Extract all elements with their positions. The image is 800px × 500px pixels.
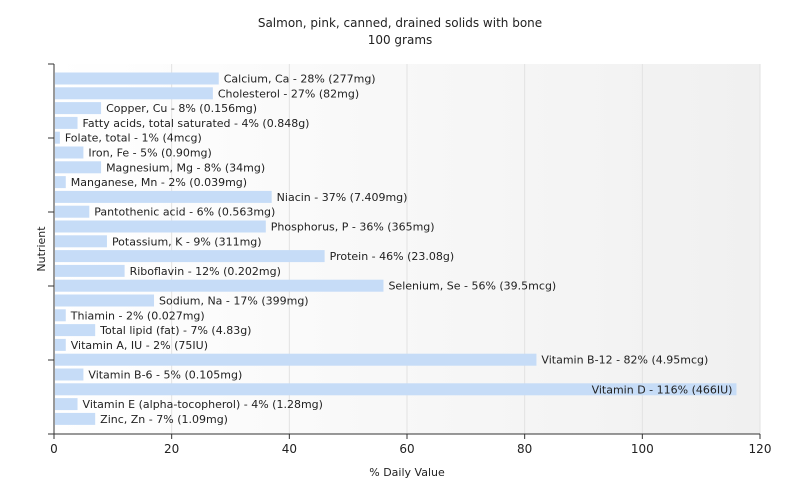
bar (55, 264, 125, 277)
bar-label: Zinc, Zn - 7% (1.09mg) (100, 413, 228, 426)
bar-label: Magnesium, Mg - 8% (34mg) (106, 161, 265, 174)
bar-label: Manganese, Mn - 2% (0.039mg) (71, 176, 247, 189)
y-axis-title: Nutrient (35, 226, 48, 272)
bar (55, 368, 84, 381)
bar (55, 116, 78, 129)
bar-label: Protein - 46% (23.08g) (330, 250, 455, 263)
bar-label: Vitamin B-12 - 82% (4.95mcg) (541, 354, 708, 367)
x-tick-label: 60 (399, 442, 414, 456)
bar (55, 205, 90, 218)
bar (55, 279, 384, 292)
bar-label: Fatty acids, total saturated - 4% (0.848… (83, 117, 310, 130)
bar-label: Sodium, Na - 17% (399mg) (159, 295, 309, 308)
x-tick-label: 80 (517, 442, 532, 456)
bar-label: Vitamin D - 116% (466IU) (592, 383, 733, 396)
bar (55, 131, 60, 144)
bar-label: Vitamin B-6 - 5% (0.105mg) (88, 369, 242, 382)
bar-label: Copper, Cu - 8% (0.156mg) (106, 102, 257, 115)
bar (55, 353, 537, 366)
x-tick-label: 20 (164, 442, 179, 456)
bar (55, 220, 266, 233)
bar-label: Selenium, Se - 56% (39.5mcg) (388, 280, 556, 293)
bar-label: Total lipid (fat) - 7% (4.83g) (99, 324, 251, 337)
bar (55, 176, 66, 189)
bar (55, 412, 96, 425)
bar (55, 161, 102, 174)
y-ticks (48, 63, 54, 435)
bar-label: Potassium, K - 9% (311mg) (112, 235, 262, 248)
bar (55, 324, 96, 337)
x-ticks: 0 20 40 60 80 100 120 (50, 434, 771, 456)
bar (55, 294, 155, 307)
bar-label: Calcium, Ca - 28% (277mg) (224, 73, 376, 86)
bar (55, 398, 78, 411)
x-tick-label: 100 (631, 442, 654, 456)
bar (55, 235, 107, 248)
bar-label: Iron, Fe - 5% (0.90mg) (88, 147, 211, 160)
chart-subtitle: 100 grams (368, 33, 433, 47)
bar (55, 72, 219, 85)
bar-label: Riboflavin - 12% (0.202mg) (130, 265, 281, 278)
bar (55, 338, 66, 351)
bar-labels: Calcium, Ca - 28% (277mg)Cholesterol - 2… (65, 73, 733, 426)
bar-label: Niacin - 37% (7.409mg) (277, 191, 408, 204)
bar-label: Vitamin E (alpha-tocopherol) - 4% (1.28m… (83, 398, 323, 411)
grid-lines (171, 64, 761, 434)
bar-label: Folate, total - 1% (4mcg) (65, 132, 202, 145)
bar-label: Cholesterol - 27% (82mg) (218, 87, 359, 100)
bar (55, 146, 84, 159)
bar-label: Vitamin A, IU - 2% (75IU) (71, 339, 208, 352)
bar-label: Thiamin - 2% (0.027mg) (70, 309, 205, 322)
bar (55, 87, 213, 100)
bar (55, 102, 102, 115)
bar (55, 250, 325, 263)
bar-label: Phosphorus, P - 36% (365mg) (271, 221, 435, 234)
x-tick-label: 0 (50, 442, 58, 456)
chart-title: Salmon, pink, canned, drained solids wit… (258, 16, 542, 30)
bar (55, 309, 66, 322)
bar (55, 383, 737, 396)
bars (55, 72, 737, 425)
x-axis-title: % Daily Value (369, 466, 445, 479)
bar-label: Pantothenic acid - 6% (0.563mg) (94, 206, 275, 219)
x-tick-label: 120 (749, 442, 772, 456)
bar (55, 190, 272, 203)
x-tick-label: 40 (282, 442, 297, 456)
